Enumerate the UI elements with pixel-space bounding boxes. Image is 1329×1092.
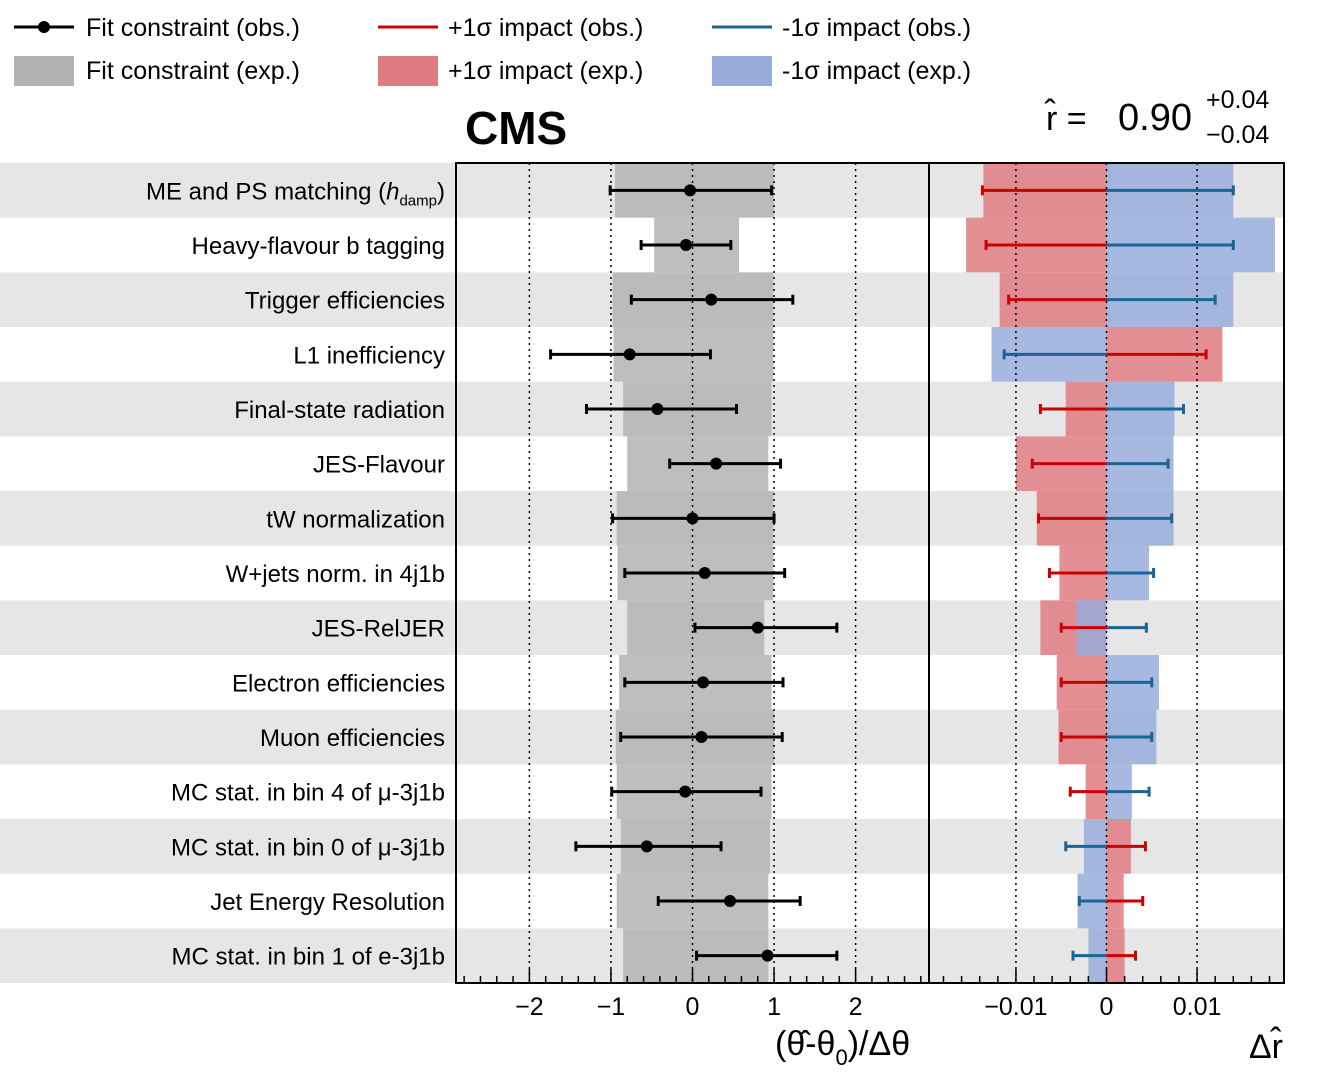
parameter-label: Jet Energy Resolution: [210, 889, 445, 916]
parameter-label-text: Jet Energy Resolution: [210, 889, 445, 916]
parameter-label: Muon efficiencies: [260, 725, 445, 752]
observed-pull-point: [705, 293, 718, 306]
parameter-label: MC stat. in bin 1 of e-3j1b: [172, 944, 445, 971]
parameter-label-text: MC stat. in bin 1 of e-3j1b: [172, 944, 445, 971]
parameter-label-text: Electron efficiencies: [232, 670, 445, 697]
parameter-labels: ME and PS matching (hdamp) Heavy-flavour …: [146, 178, 445, 970]
legend-symbol-down-exp: [712, 56, 772, 86]
legend-label-up-exp: +1σ impact (exp.): [448, 57, 643, 85]
parameter-label-text: MC stat. in bin 0 of μ-3j1b: [171, 834, 445, 861]
legend-label-constraint-obs: Fit constraint (obs.): [86, 14, 300, 42]
parameter-label-text: MC stat. in bin 4 of μ-3j1b: [171, 780, 445, 807]
pull-panel: −2 −1 0 1 2: [455, 162, 930, 1021]
parameter-label-subscript: damp: [399, 192, 437, 209]
pull-axis-title: (θ̂-θ0)/Δθ: [775, 1025, 910, 1070]
observed-pull-point: [751, 621, 764, 634]
legend-symbol-constraint-obs-point: [38, 21, 50, 33]
parameter-label-text: ME and PS matching (: [146, 178, 386, 205]
parameter-label: L1 inefficiency: [293, 342, 445, 369]
pull-axis-title-tail: )/Δθ: [848, 1025, 910, 1063]
parameter-label: Final-state radiation: [234, 397, 445, 424]
best-fit-result: r̂ = 0.90 +0.04 −0.04: [1044, 86, 1269, 149]
observed-pull-point: [686, 512, 699, 525]
pull-tick-label: 1: [767, 993, 781, 1021]
parameter-label-text: Final-state radiation: [234, 397, 445, 424]
observed-pull-point: [710, 457, 723, 470]
pull-axis-title-sub: 0: [835, 1045, 847, 1070]
best-fit-symbol: r̂ =: [1044, 99, 1087, 138]
observed-pull-point: [697, 676, 710, 689]
parameter-label: MC stat. in bin 4 of μ-3j1b: [171, 780, 445, 807]
best-fit-value: 0.90: [1118, 97, 1192, 139]
impact-tick-label: 0.01: [1173, 993, 1222, 1021]
observed-pull-point: [684, 184, 697, 197]
parameter-label: MC stat. in bin 0 of μ-3j1b: [171, 834, 445, 861]
impact-axis-title: Δr̂: [1249, 1027, 1283, 1066]
observed-pull-point: [761, 949, 774, 962]
parameter-label-italic: h: [386, 178, 399, 205]
parameter-label-text: Muon efficiencies: [260, 725, 445, 752]
legend-label-up-obs: +1σ impact (obs.): [448, 14, 643, 42]
observed-pull-point: [695, 731, 708, 743]
parameter-label-text: L1 inefficiency: [293, 342, 445, 369]
parameter-label-text: tW normalization: [266, 506, 445, 533]
parameter-label-tail: ): [437, 178, 445, 205]
pull-tick-label: 0: [686, 993, 700, 1021]
parameter-label: Trigger efficiencies: [245, 288, 445, 315]
legend-entry-up-exp: +1σ impact (exp.): [378, 56, 643, 86]
observed-pull-point: [651, 403, 664, 415]
parameter-label: ME and PS matching (hdamp): [146, 178, 445, 209]
parameter-label: Electron efficiencies: [232, 670, 445, 697]
observed-pull-point: [724, 895, 737, 907]
best-fit-uncertainty-down: −0.04: [1206, 121, 1269, 149]
legend-label-down-obs: -1σ impact (obs.): [782, 14, 971, 42]
impact-tick-label: −0.01: [984, 993, 1047, 1021]
legend-entry-down-exp: -1σ impact (exp.): [712, 56, 971, 86]
legend-label-down-exp: -1σ impact (exp.): [782, 57, 971, 85]
observed-pull-point: [679, 239, 692, 251]
legend: Fit constraint (obs.) +1σ impact (obs.) …: [14, 14, 971, 86]
pull-tick-label: 2: [849, 993, 863, 1021]
parameter-label-text: W+jets norm. in 4j1b: [226, 561, 445, 588]
pull-axis-ticks: −2 −1 0 1 2: [463, 969, 922, 1021]
impact-tick-label: 0: [1100, 993, 1114, 1021]
pull-tick-label: −1: [597, 993, 626, 1021]
parameter-label-text: JES-Flavour: [313, 452, 445, 479]
legend-entry-down-obs: -1σ impact (obs.): [712, 14, 971, 42]
impact-observed-lines: [980, 185, 1235, 961]
pull-observed-points: [549, 184, 839, 962]
observed-pull-point: [623, 348, 636, 361]
observed-pull-point: [640, 840, 653, 853]
parameter-label-text: Heavy-flavour b tagging: [192, 233, 445, 260]
experiment-label: CMS: [465, 102, 567, 154]
observed-pull-point: [679, 785, 692, 798]
legend-entry-constraint-exp: Fit constraint (exp.): [14, 56, 300, 86]
parameter-label: JES-RelJER: [312, 616, 445, 643]
legend-label-constraint-exp: Fit constraint (exp.): [86, 57, 300, 85]
legend-entry-constraint-obs: Fit constraint (obs.): [14, 14, 300, 42]
parameter-label: Heavy-flavour b tagging: [192, 233, 445, 260]
parameter-label: W+jets norm. in 4j1b: [226, 561, 445, 588]
parameter-label-text: Trigger efficiencies: [245, 288, 445, 315]
impact-axis-ticks: −0.01 0 0.01: [942, 969, 1271, 1021]
pull-tick-label: −2: [515, 993, 544, 1021]
legend-symbol-up-exp: [378, 56, 438, 86]
legend-entry-up-obs: +1σ impact (obs.): [378, 14, 643, 42]
impact-panel: −0.01 0 0.01: [928, 162, 1285, 1021]
observed-pull-point: [698, 567, 711, 579]
legend-symbol-constraint-exp: [14, 56, 74, 86]
parameter-label: JES-Flavour: [313, 452, 445, 479]
pull-axis-title-main: (θ̂-θ: [775, 1025, 835, 1063]
parameter-label-text: JES-RelJER: [312, 616, 445, 643]
parameter-label: tW normalization: [266, 506, 445, 533]
best-fit-uncertainty-up: +0.04: [1206, 86, 1269, 114]
